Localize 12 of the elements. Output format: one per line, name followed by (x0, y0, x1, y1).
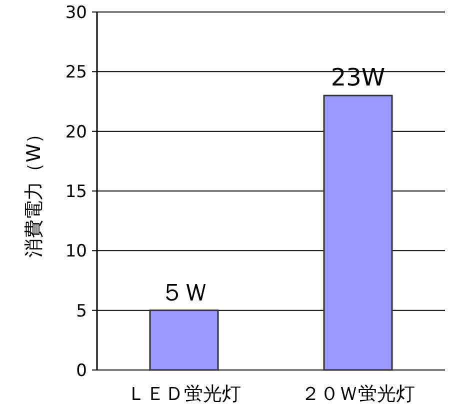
y-tick-label: 25 (65, 62, 87, 83)
y-tick-label: 20 (65, 122, 87, 142)
y-axis-title: 消費電力（W） (23, 124, 45, 258)
y-tick-label: 10 (65, 242, 87, 262)
y-tick-label: 15 (65, 182, 87, 202)
y-tick-label: 0 (76, 361, 87, 381)
x-tick-label: ２０Ｗ蛍光灯 (301, 383, 415, 405)
data-label: ５Ｗ (160, 278, 208, 306)
data-label: 23W (330, 64, 386, 92)
y-tick-label: 30 (65, 3, 87, 23)
x-tick-label: ＬＥＤ蛍光灯 (127, 383, 241, 405)
y-tick-label: 5 (76, 301, 87, 322)
